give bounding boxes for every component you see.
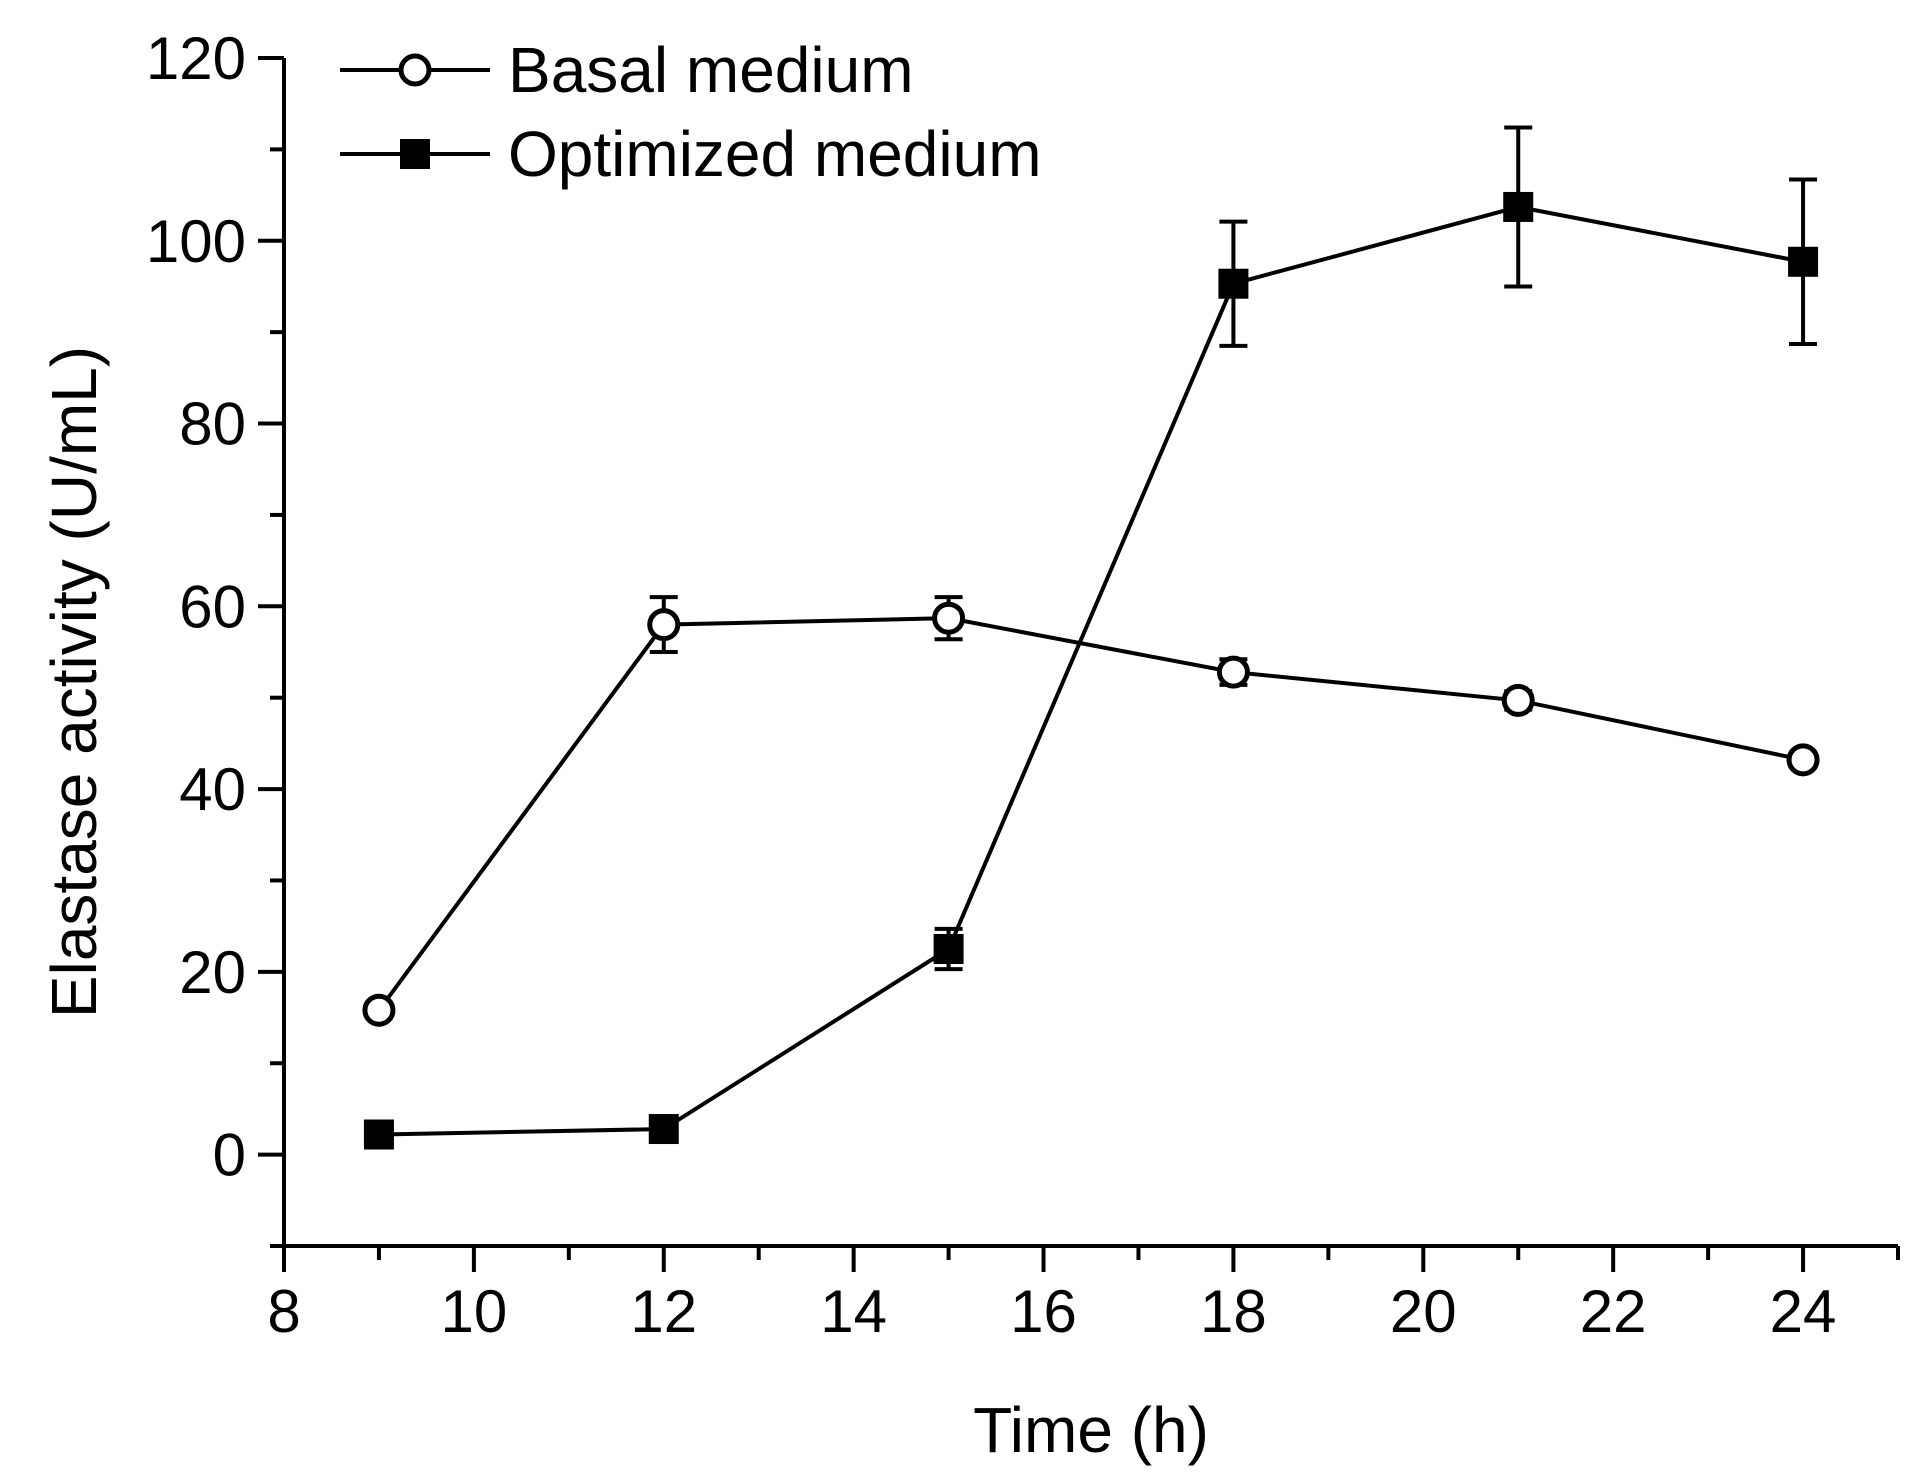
legend-marker	[398, 53, 432, 87]
data-point	[363, 1119, 394, 1150]
x-tick-label: 20	[1390, 1278, 1457, 1345]
series-layer	[362, 125, 1820, 1150]
y-tick-label: 120	[146, 25, 246, 92]
y-tick-label: 40	[179, 756, 246, 823]
data-point	[1786, 743, 1820, 777]
y-tick-label: 0	[213, 1122, 246, 1189]
data-point	[932, 601, 966, 635]
data-point	[1788, 246, 1819, 277]
data-point	[362, 993, 396, 1027]
data-point	[648, 1114, 679, 1145]
y-tick-label: 60	[179, 573, 246, 640]
x-tick-label: 12	[630, 1278, 697, 1345]
x-tick-label: 24	[1770, 1278, 1837, 1345]
y-tick-label: 100	[146, 208, 246, 275]
data-point	[933, 934, 964, 964]
legend: Basal medium Optimized medium	[340, 34, 1042, 190]
x-tick-label: 18	[1200, 1278, 1267, 1345]
x-tick-label: 8	[267, 1278, 300, 1345]
y-tick-label: 20	[179, 939, 246, 1006]
data-point	[1218, 268, 1249, 299]
axes: 0 20 40 60 80 100 120 8 10 12 14 16 18 20 22 24	[146, 25, 1900, 1345]
series-line	[377, 616, 1804, 1012]
data-point	[647, 608, 681, 642]
x-tick-label: 22	[1580, 1278, 1647, 1345]
x-axis-label: Time (h)	[973, 1394, 1209, 1466]
data-point	[1216, 655, 1250, 689]
legend-marker	[400, 139, 430, 169]
y-tick-label: 80	[179, 391, 246, 458]
data-point	[1503, 191, 1534, 222]
legend-label: Basal medium	[508, 34, 914, 106]
legend-label: Optimized medium	[508, 118, 1042, 190]
x-tick-label: 16	[1010, 1278, 1077, 1345]
series-optimized-medium	[363, 125, 1819, 1150]
y-axis-label: Elastase activity (U/mL)	[38, 346, 110, 1018]
series-line	[378, 204, 1804, 1137]
series-basal-medium	[362, 595, 1820, 1027]
x-tick-label: 14	[820, 1278, 887, 1345]
data-point	[1501, 683, 1535, 717]
x-tick-label: 10	[441, 1278, 508, 1345]
